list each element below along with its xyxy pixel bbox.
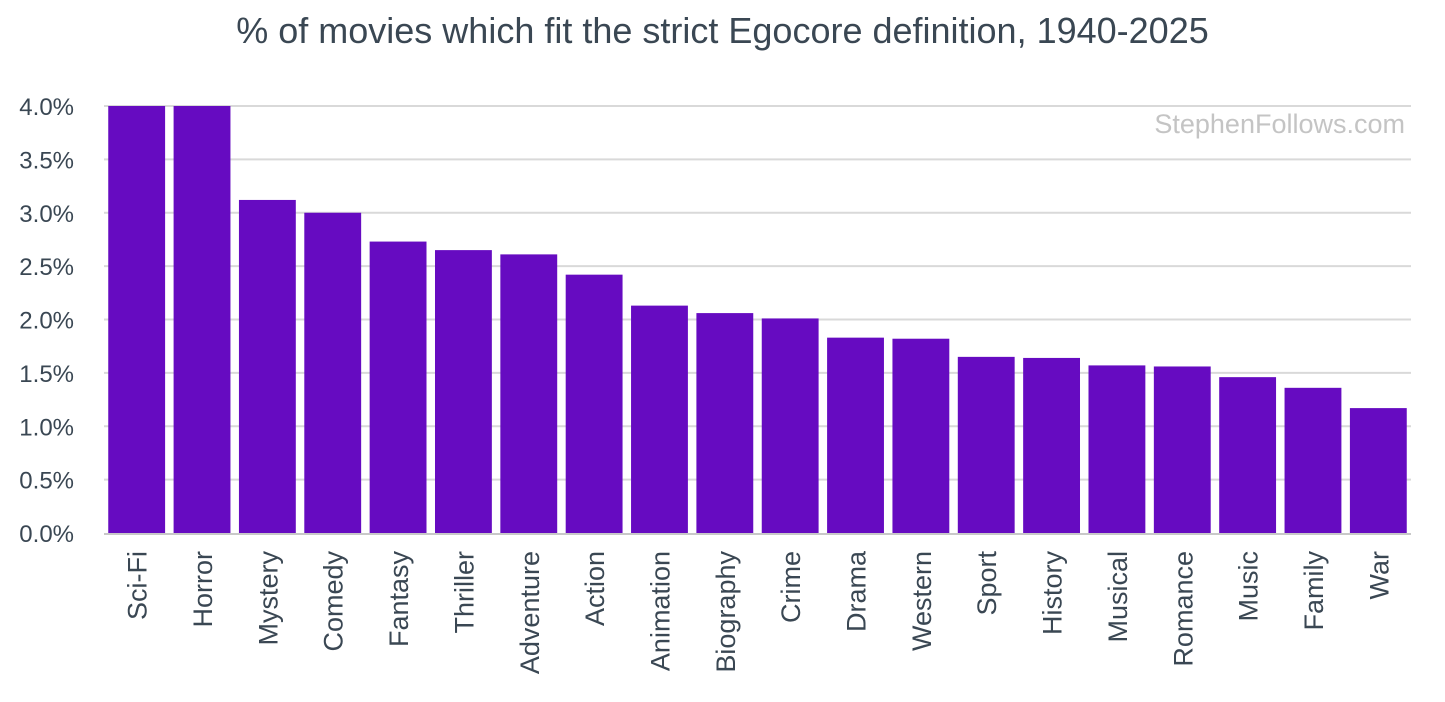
x-tick-label: Romance (1168, 551, 1198, 667)
bar-comedy (304, 212, 362, 533)
y-tick-label: 1.0% (19, 414, 74, 441)
bar-western (892, 338, 950, 533)
x-tick-label: Drama (842, 550, 872, 632)
x-tick-label: Adventure (515, 551, 545, 674)
bar-history (1023, 357, 1081, 533)
x-tick-label: Crime (776, 551, 806, 623)
bar-sci-fi (108, 106, 166, 533)
y-tick-label: 2.0% (19, 308, 74, 335)
x-tick-label: Sport (972, 551, 1002, 616)
x-tick-label: Thriller (449, 551, 479, 634)
x-tick-label: Sci-Fi (123, 551, 153, 620)
bar-thriller (434, 250, 492, 534)
bar-music (1219, 377, 1277, 533)
y-tick-label: 1.5% (19, 361, 74, 388)
x-tick-label: History (1038, 551, 1068, 636)
y-tick-label: 0.0% (19, 521, 74, 548)
bar-family (1284, 387, 1342, 533)
x-axis-labels: Sci-Fi Horror Mystery Comedy Fantasy Thriller… (123, 550, 1395, 674)
y-tick-label: 0.5% (19, 468, 74, 495)
gridlines (104, 105, 1411, 481)
bar-adventure (500, 254, 558, 533)
x-tick-label: Fantasy (384, 551, 414, 648)
bar-biography (696, 313, 754, 533)
chart-title: % of movies which fit the strict Egocore… (236, 10, 1209, 51)
bar-sport (957, 356, 1015, 533)
x-tick-label: Musical (1103, 551, 1133, 643)
bar-war (1349, 408, 1407, 533)
x-tick-label: Biography (711, 551, 741, 673)
x-tick-label: Horror (188, 551, 218, 628)
x-tick-label: Animation (645, 551, 675, 671)
y-tick-label: 2.5% (19, 254, 74, 281)
x-tick-label: Action (580, 551, 610, 626)
x-tick-label: Music (1234, 551, 1264, 622)
x-tick-label: Comedy (319, 551, 349, 652)
bar-crime (761, 318, 819, 533)
bar-horror (173, 106, 231, 533)
bar-musical (1088, 365, 1146, 533)
bar-fantasy (369, 241, 427, 533)
x-tick-label: Mystery (253, 551, 283, 646)
bar-mystery (238, 199, 296, 533)
bar-action (565, 274, 623, 533)
x-tick-label: Western (907, 551, 937, 651)
x-tick-label: Family (1299, 551, 1329, 631)
y-tick-label: 4.0% (19, 94, 74, 121)
watermark: StephenFollows.com (1154, 109, 1405, 139)
y-tick-label: 3.5% (19, 147, 74, 174)
bar-romance (1153, 366, 1211, 533)
y-tick-label: 3.0% (19, 201, 74, 228)
y-axis-ticks: 0.0% 0.5% 1.0% 1.5% 2.0% 2.5% 3.0% 3.5% 4.0% (19, 94, 74, 548)
bars (108, 106, 1407, 534)
bar-animation (631, 305, 688, 533)
x-tick-label: War (1364, 551, 1394, 600)
bar-drama (827, 337, 884, 533)
